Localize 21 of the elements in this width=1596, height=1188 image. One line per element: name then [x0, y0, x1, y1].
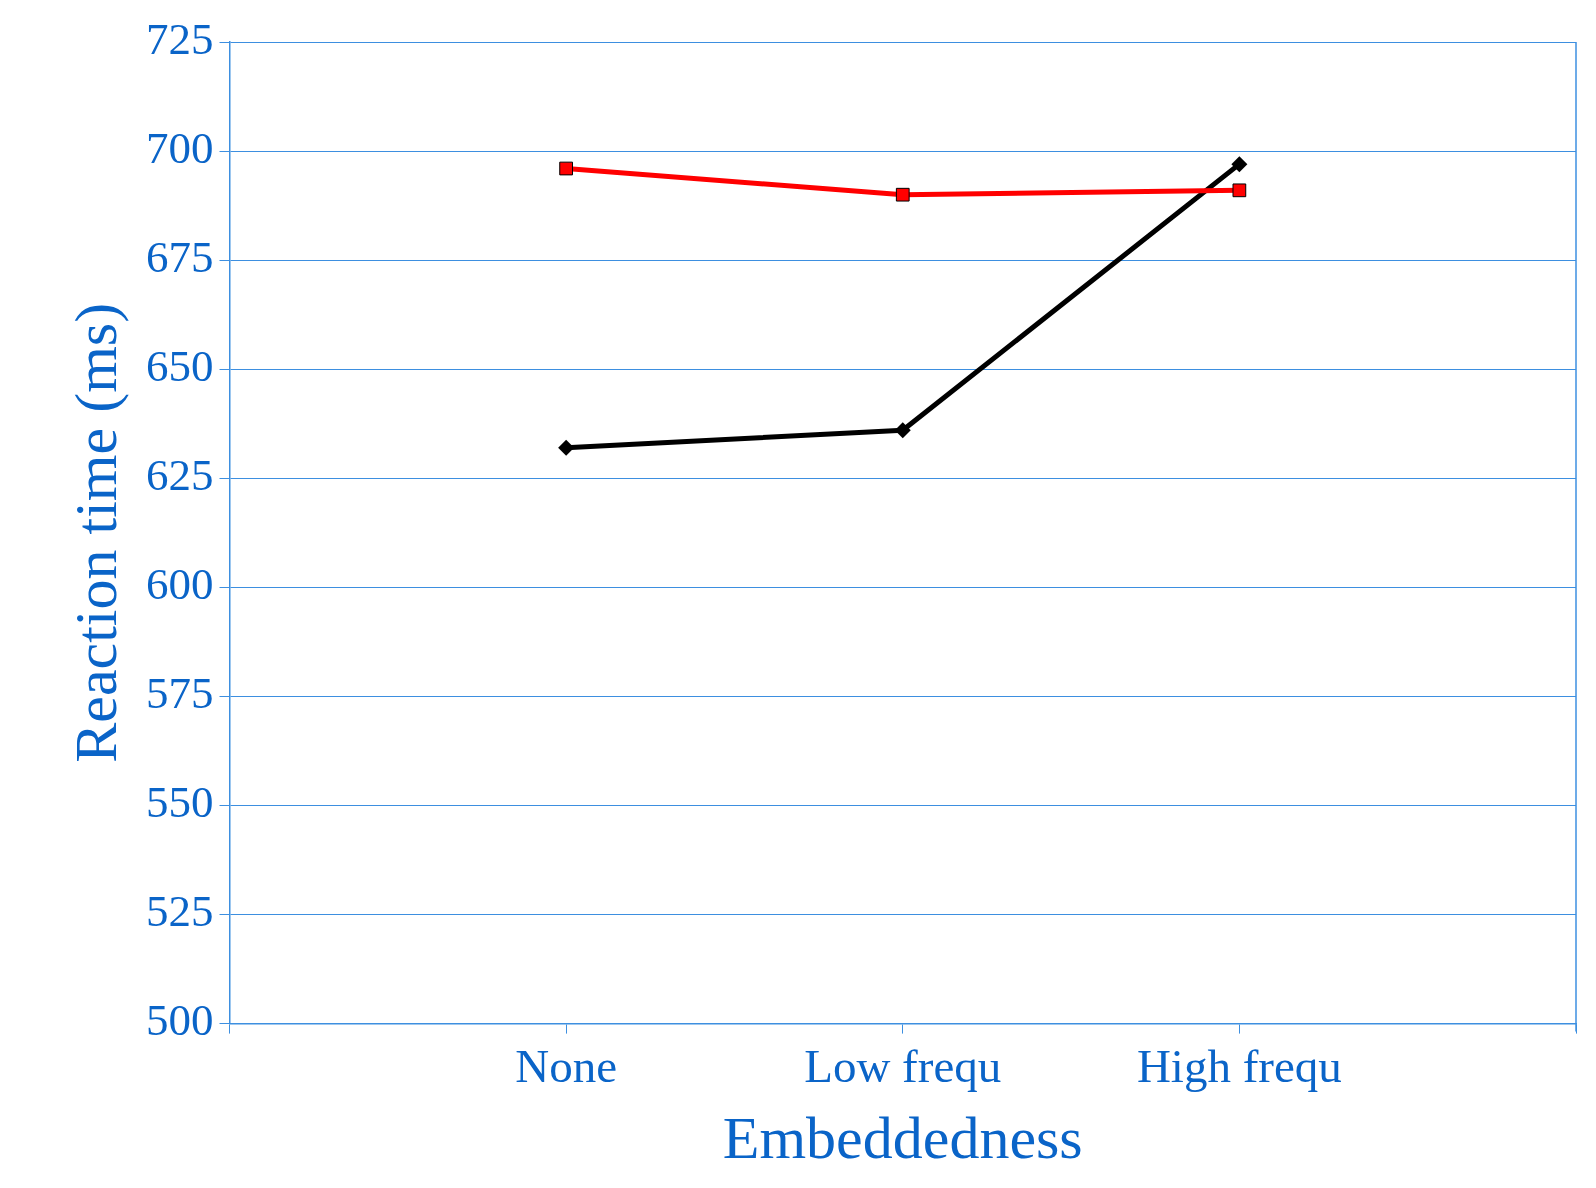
x-tick-label: High frequ	[1136, 1040, 1342, 1093]
x-axis-title: Embeddedness	[722, 1104, 1083, 1171]
point	[895, 187, 910, 202]
x-tick-label: Low frequ	[804, 1040, 1002, 1093]
point	[558, 439, 575, 456]
point	[1231, 156, 1248, 173]
point	[894, 422, 911, 439]
y-tick-label: 625	[146, 450, 214, 501]
y-tick-label: 550	[146, 777, 214, 828]
point	[1232, 183, 1247, 198]
y-tick-label: 725	[146, 13, 214, 64]
y-tick-label: 525	[146, 886, 214, 937]
y-tick-label: 500	[146, 995, 214, 1046]
y-tick-label: 700	[146, 122, 214, 173]
y-tick-label: 650	[146, 341, 214, 392]
y-tick-label: 600	[146, 559, 214, 610]
y-tick-label: 575	[146, 668, 214, 719]
y-axis-title: Reaction time (ms)	[62, 302, 129, 763]
y-tick-label: 675	[146, 231, 214, 282]
point	[559, 161, 573, 176]
x-tick-label: None	[515, 1040, 618, 1093]
